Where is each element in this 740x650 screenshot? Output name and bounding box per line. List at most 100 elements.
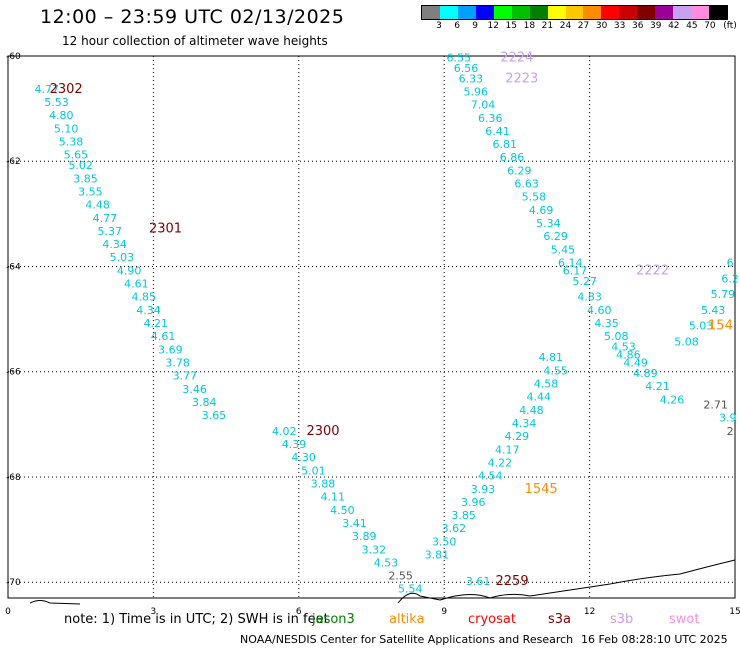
color-legend-labels: 3 6 9 12 15 18 21 24 27 30 33 36 39 42 45 70 (ft): [421, 21, 739, 33]
legend-swatch: [673, 6, 692, 19]
wave-height-value: 6.86: [500, 151, 525, 164]
legend-label: 21: [541, 21, 554, 31]
wave-height-value: 4.90: [117, 264, 142, 277]
legend-label: 3: [436, 21, 442, 31]
lon-tick-label: 15: [729, 607, 740, 617]
wave-height-value: 3.50: [432, 535, 457, 548]
wave-height-value: 5.65: [64, 149, 89, 162]
legend-label: 36: [631, 21, 644, 31]
legend-swatch: [529, 6, 548, 19]
legend-unit: (ft): [723, 21, 737, 31]
wave-height-value: 4.61: [124, 278, 149, 291]
wave-height-value: 4.30: [291, 451, 316, 464]
satellite-label: swot: [669, 612, 700, 627]
wave-height-value: 3.96: [461, 496, 486, 509]
wave-height-value: 6.36: [478, 112, 503, 125]
wave-height-value: 7.04: [471, 99, 496, 112]
lat-tick-label: -62: [6, 157, 21, 167]
legend-swatch: [422, 6, 440, 19]
legend-label: 24: [559, 21, 572, 31]
lat-tick-label: -66: [6, 368, 21, 378]
wave-height-value: 4.77: [35, 83, 60, 96]
credit-line: NOAA/NESDIS Center for Satellite Applica…: [240, 633, 574, 646]
legend-swatch: [655, 6, 674, 19]
legend-label: 45: [686, 21, 698, 31]
lon-tick-label: 9: [441, 607, 447, 617]
legend-label: 12: [487, 21, 499, 31]
wave-height-value: 6.81: [493, 138, 518, 151]
wave-height-value: 3.78: [165, 356, 190, 369]
wave-height-value: 5.58: [522, 191, 547, 204]
legend-label: 42: [668, 21, 680, 31]
wave-height-value: 3.81: [425, 549, 450, 562]
wave-height-value: 4.54: [478, 470, 503, 483]
wave-height-value: 6.55: [446, 51, 471, 64]
wave-height-value: 4.69: [529, 204, 554, 217]
wave-height-value: 4.58: [534, 378, 559, 391]
wave-height-value: 4.39: [282, 438, 307, 451]
lat-tick-label: -60: [6, 52, 21, 62]
lon-tick-label: 12: [584, 607, 595, 617]
wave-height-value: 4.29: [505, 430, 530, 443]
page-title: 12:00 – 23:59 UTC 02/13/2025: [40, 6, 345, 28]
pass-time-label: 2259: [496, 574, 529, 589]
legend-swatch: [637, 6, 656, 19]
legend-label: 39: [650, 21, 662, 31]
wave-height-value: 2.71: [703, 399, 728, 412]
wave-height-value: 3.84: [192, 396, 217, 409]
legend-label: 27: [577, 21, 590, 31]
lat-tick-label: -68: [6, 473, 21, 483]
wave-height-value: 3.46: [182, 383, 207, 396]
wave-height-value: 6.14: [558, 256, 583, 269]
wave-height-value: 5.53: [44, 96, 69, 109]
legend-swatch: [439, 6, 458, 19]
wave-height-value: 5.03: [110, 251, 135, 264]
wave-height-value: 4.26: [660, 393, 685, 406]
generated-timestamp: 16 Feb 08:28:10 UTC 2025: [581, 633, 728, 646]
wave-height-value: 5.43: [701, 304, 726, 317]
wave-height-value: 3.41: [342, 517, 367, 530]
color-legend-bar: [421, 5, 728, 20]
wave-height-value: 4.21: [144, 317, 169, 330]
wave-height-value: 4.50: [330, 504, 355, 517]
wave-height-value: 4.17: [495, 443, 520, 456]
wave-height-value: 3.77: [173, 370, 198, 383]
pass-time-label: 2301: [149, 221, 182, 236]
wave-height-value: 4.22: [488, 456, 513, 469]
wave-height-value: 3.55: [78, 185, 103, 198]
lon-tick-label: 6: [296, 607, 302, 617]
wave-height-value: 3.93: [471, 483, 496, 496]
wave-height-value: 4.11: [320, 491, 345, 504]
lon-tick-label: 3: [151, 607, 157, 617]
wave-height-value: 4.44: [526, 391, 551, 404]
legend-swatch: [475, 6, 494, 19]
page-subtitle: 12 hour collection of altimeter wave hei…: [62, 34, 328, 48]
wave-height-value: 3.62: [442, 522, 467, 535]
legend-label: 6: [454, 21, 460, 31]
wave-height-value: 3.89: [352, 530, 377, 543]
wave-height-value: 5.27: [573, 275, 598, 288]
wave-height-value: 3.65: [202, 409, 227, 422]
wave-height-value: 5.08: [604, 330, 629, 343]
wave-height-value: 4.53: [611, 341, 636, 354]
wave-height-value: 6.56: [454, 62, 479, 75]
wave-height-value: 5.08: [674, 335, 699, 348]
wave-height-value: 4.61: [151, 330, 176, 343]
lat-tick-label: -70: [6, 578, 21, 588]
wave-height-value: 5.37: [98, 225, 123, 238]
legend-swatch: [583, 6, 602, 19]
satellite-label: s3b: [610, 612, 634, 627]
lon-tick-label: 0: [5, 607, 11, 617]
wave-height-value: 3.88: [311, 477, 336, 490]
wave-height-value: 4.34: [512, 417, 537, 430]
wave-height-value: 4.53: [374, 556, 399, 569]
wave-height-value: 6.29: [543, 230, 568, 243]
legend-swatch: [547, 6, 566, 19]
wave-height-value: 2: [727, 425, 734, 438]
satellite-label: cryosat: [468, 612, 516, 627]
legend-label: 33: [613, 21, 626, 31]
legend-swatch: [619, 6, 638, 19]
wave-height-value: 3.85: [451, 509, 476, 522]
wave-height-value: 4.48: [519, 404, 544, 417]
